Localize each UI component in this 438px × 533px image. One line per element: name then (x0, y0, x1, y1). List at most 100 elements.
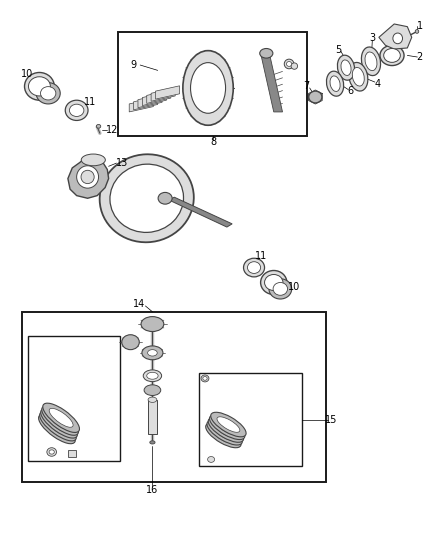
Ellipse shape (212, 427, 235, 443)
Bar (28, 336, 120, 461)
Text: 12: 12 (106, 125, 118, 134)
Text: 7: 7 (304, 82, 310, 91)
Ellipse shape (361, 47, 381, 76)
Bar (22, 312, 326, 482)
Ellipse shape (148, 397, 157, 402)
Ellipse shape (49, 450, 54, 454)
Ellipse shape (244, 258, 265, 277)
Ellipse shape (47, 414, 71, 433)
Text: 10: 10 (21, 69, 33, 78)
Ellipse shape (261, 271, 287, 295)
Ellipse shape (208, 418, 244, 442)
Ellipse shape (147, 373, 158, 379)
Ellipse shape (208, 456, 215, 462)
Text: 11: 11 (84, 98, 96, 107)
Polygon shape (261, 53, 283, 112)
Ellipse shape (215, 422, 237, 438)
Text: 16: 16 (146, 486, 159, 495)
Ellipse shape (110, 164, 184, 232)
Bar (148, 400, 157, 434)
Ellipse shape (49, 408, 73, 427)
Ellipse shape (40, 86, 56, 100)
Polygon shape (379, 24, 412, 49)
Ellipse shape (69, 104, 84, 116)
Ellipse shape (326, 71, 344, 96)
Ellipse shape (39, 411, 76, 441)
Ellipse shape (81, 154, 105, 166)
Ellipse shape (365, 52, 377, 70)
Ellipse shape (122, 335, 139, 350)
Polygon shape (142, 92, 166, 106)
Ellipse shape (384, 49, 400, 62)
Text: 6: 6 (347, 86, 353, 95)
Polygon shape (134, 96, 158, 110)
Polygon shape (169, 197, 232, 227)
Polygon shape (151, 88, 175, 101)
Ellipse shape (273, 282, 287, 295)
Ellipse shape (284, 59, 294, 69)
Ellipse shape (291, 63, 298, 69)
Ellipse shape (415, 29, 419, 33)
Ellipse shape (183, 51, 233, 125)
Ellipse shape (36, 83, 60, 104)
Text: 9: 9 (131, 60, 137, 70)
Ellipse shape (217, 417, 240, 432)
Ellipse shape (309, 91, 322, 103)
Ellipse shape (148, 350, 157, 356)
Ellipse shape (43, 403, 80, 432)
Ellipse shape (42, 406, 78, 435)
Ellipse shape (77, 166, 99, 188)
Ellipse shape (213, 425, 236, 440)
Ellipse shape (144, 385, 161, 395)
Ellipse shape (337, 55, 355, 80)
Ellipse shape (201, 375, 209, 382)
Ellipse shape (28, 77, 50, 96)
Text: 15: 15 (325, 415, 338, 425)
Ellipse shape (209, 415, 245, 440)
Text: 10: 10 (288, 282, 300, 292)
Ellipse shape (41, 409, 78, 438)
Text: 3: 3 (369, 34, 375, 43)
Bar (199, 373, 302, 466)
Ellipse shape (349, 62, 368, 91)
Ellipse shape (65, 100, 88, 120)
Text: 4: 4 (374, 79, 381, 88)
Text: 2: 2 (417, 52, 423, 62)
Ellipse shape (341, 60, 351, 76)
Ellipse shape (141, 317, 164, 332)
Ellipse shape (352, 68, 364, 86)
Polygon shape (129, 99, 153, 112)
Ellipse shape (143, 370, 162, 382)
Text: 11: 11 (254, 251, 267, 261)
Text: 1: 1 (417, 21, 423, 30)
Ellipse shape (286, 61, 292, 67)
Ellipse shape (25, 72, 54, 100)
Polygon shape (147, 90, 171, 103)
Ellipse shape (142, 346, 163, 360)
Polygon shape (68, 157, 109, 198)
Ellipse shape (211, 412, 246, 437)
Ellipse shape (47, 448, 57, 456)
Ellipse shape (150, 441, 155, 444)
Ellipse shape (265, 274, 283, 290)
Ellipse shape (216, 419, 239, 435)
Ellipse shape (330, 76, 340, 92)
Ellipse shape (100, 154, 194, 243)
Polygon shape (138, 94, 162, 108)
Ellipse shape (39, 415, 75, 443)
Ellipse shape (81, 170, 94, 183)
Ellipse shape (393, 33, 403, 44)
Ellipse shape (96, 124, 101, 128)
Ellipse shape (48, 411, 72, 430)
Ellipse shape (260, 49, 273, 58)
Text: 5: 5 (336, 45, 342, 54)
Text: 13: 13 (116, 158, 128, 168)
Ellipse shape (207, 421, 242, 445)
Ellipse shape (247, 262, 261, 273)
Bar (118, 32, 307, 136)
Text: 14: 14 (133, 299, 145, 309)
Ellipse shape (203, 376, 207, 381)
Ellipse shape (45, 419, 69, 439)
Text: 8: 8 (210, 138, 216, 147)
Ellipse shape (206, 423, 241, 448)
